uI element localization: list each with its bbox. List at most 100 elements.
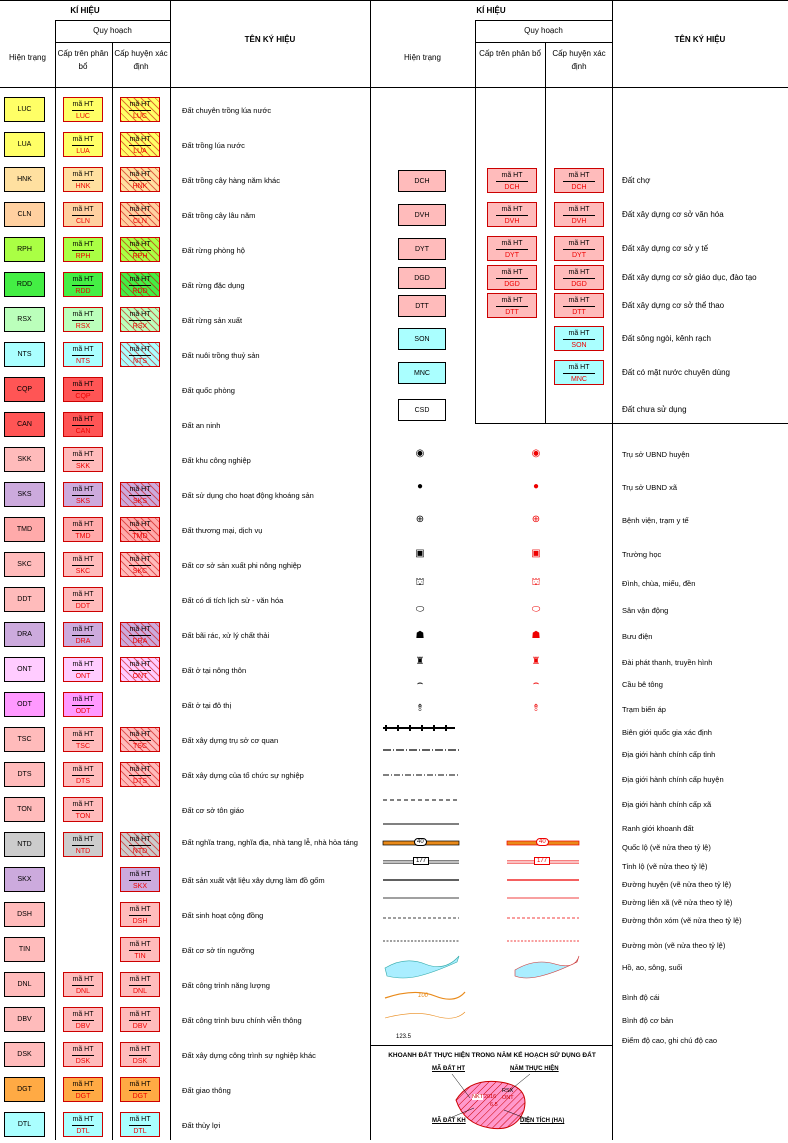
code-line (563, 215, 595, 216)
code-text: SKK (75, 463, 90, 470)
code-label: mã HT (568, 364, 590, 371)
quy-hoach-right: Quy hoạch (524, 26, 563, 35)
code-box: mã HT SKS (63, 482, 103, 507)
code-label: mã HT (568, 206, 590, 213)
code-label: mã HT (129, 346, 151, 353)
code-label: mã HT (72, 486, 94, 493)
line-label: Đường thôn xóm (vẽ nửa theo tỷ lệ) (622, 916, 742, 925)
code-line (72, 1020, 94, 1021)
code-line (72, 530, 94, 531)
code-line (129, 1125, 151, 1126)
ten-ky-hieu-left: TÊN KÝ HIỆU (244, 35, 296, 44)
code-label: mã HT (72, 1046, 94, 1053)
land-type-name: Đất sản xuất vật liệu xây dựng làm đồ gố… (182, 876, 325, 885)
code-box: mã HT DCH (554, 168, 604, 193)
code-line (563, 373, 595, 374)
symbol-icon: ⌢ (416, 678, 424, 689)
code-box: mã HT DVH (487, 202, 537, 227)
code-label: mã HT (129, 556, 151, 563)
code-text: RPH (75, 253, 91, 260)
line-label: Quốc lộ (vẽ nửa theo tỷ lệ) (622, 843, 711, 852)
code-label: mã HT (72, 556, 94, 563)
code-text: DYT (572, 252, 586, 259)
code-box: mã HT DDT (63, 587, 103, 612)
current-code-box: SON (398, 328, 446, 350)
khoanh-area: 6.5 (490, 1102, 498, 1108)
symbol-icon-plan: ⊕ (531, 514, 541, 525)
current-code-box: DYT (398, 238, 446, 260)
header-divider-1 (55, 20, 170, 21)
ki-hieu-left: KÍ HIỆU (70, 6, 100, 15)
code-label: mã HT (72, 171, 94, 178)
code-text: DVH (571, 218, 587, 225)
code-box: mã HT LUC (63, 97, 103, 122)
code-box: mã HT DTT (554, 293, 604, 318)
code-line (72, 495, 94, 496)
code-text: HNK (132, 183, 148, 190)
col-line-mid (370, 0, 371, 1140)
code-label: mã HT (72, 1011, 94, 1018)
line-label: Địa giới hành chính cấp tỉnh (622, 750, 716, 759)
header-bottom-left (0, 87, 370, 88)
code-box: mã HT MNC (554, 360, 604, 385)
line-label: Đường liên xã (vẽ nửa theo tỷ lệ) (622, 898, 733, 907)
current-code-box: DBV (4, 1007, 45, 1032)
current-code-box: DRA (4, 622, 45, 647)
code-line (72, 355, 94, 356)
code-label: mã HT (72, 766, 94, 773)
line-badge-177-right: 177 (534, 857, 551, 865)
code-line (129, 880, 151, 881)
current-code-box: DGD (398, 267, 446, 289)
col-line-1 (55, 20, 56, 1140)
code-label: mã HT (72, 836, 94, 843)
code-text: DGD (504, 281, 520, 288)
code-box: mã HT DCH (487, 168, 537, 193)
code-text: LUC (75, 113, 90, 120)
symbol-icon-plan: ◉ (531, 448, 541, 459)
land-type-name: Đất giao thông (182, 1086, 231, 1095)
minor-contour-symbol (384, 1011, 466, 1019)
code-line (129, 775, 151, 776)
code-box: mã HT RDD (63, 272, 103, 297)
symbol-label: Trạm biến áp (622, 705, 666, 714)
symbol-icon: ☗ (415, 630, 425, 641)
code-text: SKS (132, 498, 147, 505)
code-text: CQP (75, 393, 91, 400)
code-label: mã HT (72, 346, 94, 353)
code-text: DYT (505, 252, 519, 259)
code-line (129, 915, 151, 916)
land-type-name: Đất nuôi trồng thuỷ sản (182, 351, 260, 360)
code-line (129, 985, 151, 986)
current-code-box: DSK (4, 1042, 45, 1067)
code-label: mã HT (72, 1081, 94, 1088)
khoanh-parcel-hatch (456, 1081, 525, 1129)
code-text: RPH (132, 253, 148, 260)
line-label: Địa giới hành chính cấp xã (622, 800, 712, 809)
code-line (72, 1090, 94, 1091)
code-line (129, 250, 151, 251)
code-box: mã HT SKX (120, 867, 160, 892)
code-box: mã HT ODT (63, 692, 103, 717)
code-line (563, 181, 595, 182)
code-text: LUC (132, 113, 147, 120)
land-type-name: Đất xây dựng trụ sở cơ quan (182, 736, 279, 745)
land-type-name: Đất rừng sản xuất (182, 316, 243, 325)
code-box: mã HT ONT (63, 657, 103, 682)
code-line (72, 635, 94, 636)
code-line (563, 339, 595, 340)
land-type-name: Đất cơ sở sản xuất phi nông nghiệp (182, 561, 302, 570)
code-text: DCH (504, 184, 520, 191)
code-text: SKC (132, 568, 148, 575)
khoanh-year: 2016 (484, 1094, 497, 1100)
national-border-line (383, 725, 455, 731)
land-type-name: Đất rừng đặc dụng (182, 281, 245, 290)
code-line (563, 249, 595, 250)
current-code-box: CLN (4, 202, 45, 227)
code-text: MNC (571, 376, 587, 383)
code-line (72, 705, 94, 706)
code-box: mã HT DNL (63, 972, 103, 997)
code-box: mã HT DBV (120, 1007, 160, 1032)
current-code-box: CSD (398, 399, 446, 421)
current-code-box: LUC (4, 97, 45, 122)
land-type-name: Đất quốc phòng (182, 386, 235, 395)
